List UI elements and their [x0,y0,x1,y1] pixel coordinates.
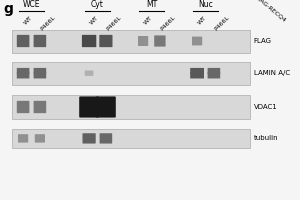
FancyBboxPatch shape [82,35,96,47]
FancyBboxPatch shape [34,72,46,78]
FancyBboxPatch shape [82,133,96,144]
FancyBboxPatch shape [17,35,29,47]
Text: FLAG-RECQ4: FLAG-RECQ4 [254,0,287,23]
Text: P466L: P466L [40,15,57,32]
Bar [12,29,250,52]
FancyBboxPatch shape [154,35,166,47]
Text: WT: WT [89,15,100,26]
Text: WCE: WCE [23,0,40,9]
FancyBboxPatch shape [34,35,46,47]
Text: tubulin: tubulin [254,135,278,141]
Text: WT: WT [143,15,154,26]
Text: P466L: P466L [214,15,231,32]
FancyBboxPatch shape [190,68,204,74]
FancyBboxPatch shape [35,134,45,143]
FancyBboxPatch shape [208,68,220,74]
FancyBboxPatch shape [208,72,220,78]
FancyBboxPatch shape [18,134,28,143]
FancyBboxPatch shape [96,96,116,118]
FancyBboxPatch shape [99,35,112,47]
FancyBboxPatch shape [79,96,99,118]
FancyBboxPatch shape [17,101,29,113]
FancyBboxPatch shape [17,68,29,74]
FancyBboxPatch shape [85,70,94,76]
Text: P466L: P466L [106,15,123,32]
FancyBboxPatch shape [34,68,46,74]
FancyBboxPatch shape [17,72,29,78]
Text: WT: WT [23,15,34,26]
Bar [12,62,250,85]
Bar [12,95,250,118]
Text: Cyt: Cyt [91,0,104,9]
Text: MT: MT [146,0,157,9]
Text: g: g [3,2,13,16]
Bar [12,129,250,148]
Text: P466L: P466L [160,15,177,32]
Text: Nuc: Nuc [198,0,213,9]
FancyBboxPatch shape [192,37,202,45]
FancyBboxPatch shape [100,133,112,144]
Text: WT: WT [197,15,208,26]
FancyBboxPatch shape [34,101,46,113]
FancyBboxPatch shape [138,36,148,46]
FancyBboxPatch shape [190,72,204,78]
Text: LAMIN A/C: LAMIN A/C [254,70,290,76]
Text: FLAG: FLAG [254,38,272,44]
Text: VDAC1: VDAC1 [254,104,277,110]
